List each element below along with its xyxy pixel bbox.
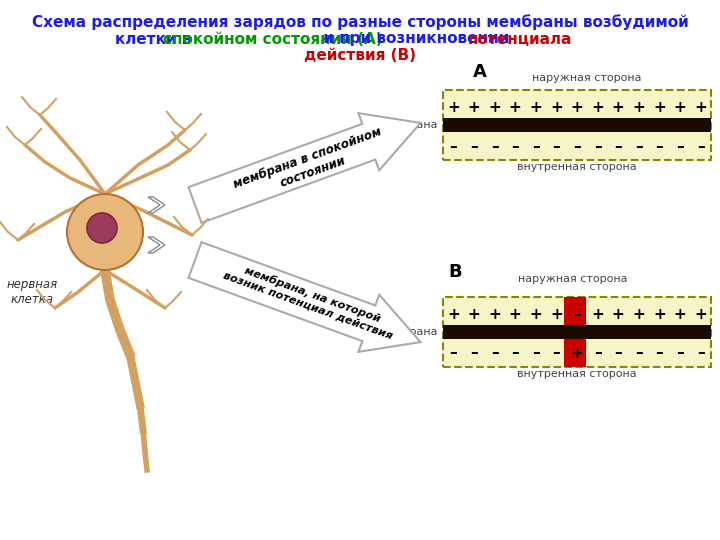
Polygon shape	[189, 242, 420, 352]
Text: +: +	[447, 307, 459, 322]
Text: –: –	[594, 138, 601, 153]
Circle shape	[67, 194, 143, 270]
Text: –: –	[573, 307, 581, 322]
Text: +: +	[694, 307, 707, 322]
Text: +: +	[550, 100, 563, 115]
Text: –: –	[697, 138, 705, 153]
Text: мембрана, на которой
возник потенциал действия: мембрана, на которой возник потенциал де…	[222, 259, 398, 341]
Text: Схема распределения зарядов по разные стороны мембраны возбудимой: Схема распределения зарядов по разные ст…	[32, 14, 688, 30]
Text: мембрана: мембрана	[379, 327, 438, 337]
Text: –: –	[594, 346, 601, 361]
Text: мембрана в спокойном
состоянии: мембрана в спокойном состоянии	[232, 125, 389, 205]
Text: +: +	[653, 307, 666, 322]
Text: –: –	[532, 346, 540, 361]
Text: +: +	[571, 346, 583, 361]
Text: –: –	[511, 138, 519, 153]
Text: нервная
клетка: нервная клетка	[6, 278, 58, 306]
Text: мембрана: мембрана	[379, 120, 438, 130]
Text: +: +	[591, 307, 604, 322]
Text: –: –	[614, 346, 622, 361]
Text: наружная сторона: наружная сторона	[518, 274, 628, 284]
Text: и при возникновении: и при возникновении	[318, 31, 515, 46]
Polygon shape	[189, 113, 420, 223]
Text: внутренная сторона: внутренная сторона	[517, 162, 636, 172]
Text: +: +	[529, 100, 542, 115]
Text: +: +	[571, 100, 583, 115]
Text: –: –	[656, 138, 663, 153]
Text: –: –	[573, 138, 581, 153]
Text: +: +	[612, 307, 625, 322]
Bar	[443, 118, 711, 132]
Text: –: –	[697, 346, 705, 361]
Text: +: +	[632, 100, 645, 115]
Text: +: +	[632, 307, 645, 322]
Text: –: –	[656, 346, 663, 361]
Text: –: –	[676, 346, 684, 361]
FancyBboxPatch shape	[443, 90, 711, 160]
Text: А: А	[473, 63, 487, 81]
Text: В: В	[448, 263, 462, 281]
Text: –: –	[552, 138, 560, 153]
Text: +: +	[550, 307, 563, 322]
Text: –: –	[470, 138, 478, 153]
Text: действия (В): действия (В)	[304, 49, 416, 64]
FancyBboxPatch shape	[443, 297, 711, 367]
Text: наружная сторона: наружная сторона	[532, 73, 642, 83]
Text: –: –	[635, 138, 643, 153]
Text: +: +	[488, 100, 501, 115]
Text: спокойном состоянии (А): спокойном состоянии (А)	[163, 31, 382, 46]
Text: +: +	[674, 307, 686, 322]
Text: +: +	[694, 100, 707, 115]
Text: –: –	[449, 346, 457, 361]
Text: –: –	[635, 346, 643, 361]
Text: –: –	[470, 346, 478, 361]
Text: внутренная сторона: внутренная сторона	[517, 369, 636, 379]
Text: +: +	[488, 307, 501, 322]
Text: потенциала: потенциала	[468, 31, 572, 46]
Text: –: –	[552, 346, 560, 361]
Text: –: –	[676, 138, 684, 153]
Text: +: +	[529, 307, 542, 322]
Text: +: +	[509, 100, 521, 115]
Bar	[564, 297, 586, 367]
Text: –: –	[449, 138, 457, 153]
Text: +: +	[447, 100, 459, 115]
Text: +: +	[612, 100, 625, 115]
Text: +: +	[509, 307, 521, 322]
Text: +: +	[674, 100, 686, 115]
Circle shape	[87, 213, 117, 243]
Text: +: +	[591, 100, 604, 115]
Text: –: –	[490, 346, 498, 361]
Bar	[443, 325, 711, 339]
Polygon shape	[148, 197, 165, 213]
Text: +: +	[467, 100, 480, 115]
Text: –: –	[532, 138, 540, 153]
Text: –: –	[490, 138, 498, 153]
Text: +: +	[653, 100, 666, 115]
Polygon shape	[148, 237, 165, 253]
Text: клетки в: клетки в	[115, 31, 197, 46]
Text: –: –	[511, 346, 519, 361]
Text: –: –	[614, 138, 622, 153]
Text: +: +	[467, 307, 480, 322]
